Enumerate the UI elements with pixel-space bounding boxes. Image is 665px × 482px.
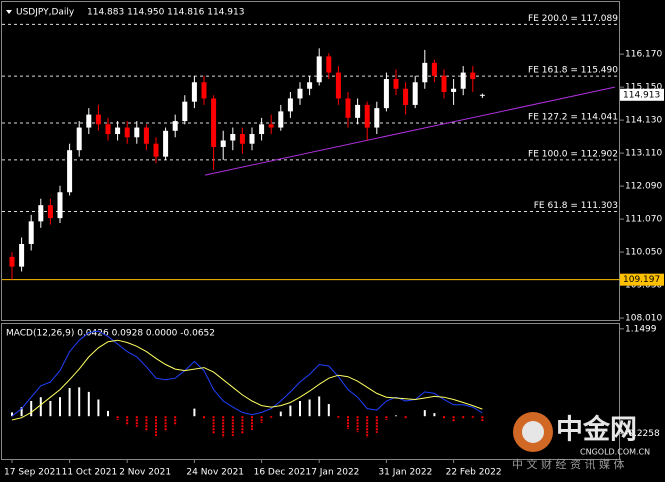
candle-body (9, 256, 15, 267)
slogan: 中 文 财 经 资 讯 媒 体 (512, 457, 624, 471)
macd-tick-label: -0.2258 (625, 429, 660, 439)
y-tick-label: 116.170 (625, 50, 662, 60)
fib-label: FE 127.2 = 114.041 (528, 112, 618, 122)
macd-line (11, 339, 483, 421)
candle-body (230, 134, 236, 141)
trendline (204, 86, 615, 176)
candle-body (86, 114, 92, 128)
candle-body (278, 111, 284, 128)
candle-body (307, 82, 313, 89)
candle-body (326, 56, 332, 73)
fib-label: FE 200.0 = 117.089 (528, 14, 618, 24)
candle-body (211, 98, 217, 147)
x-tick-label: 7 Jan 2022 (311, 468, 359, 478)
candle-body (124, 127, 130, 138)
candle-body (19, 243, 25, 267)
candle-body (431, 62, 437, 76)
candle-body (95, 114, 101, 125)
candle-body (287, 98, 293, 112)
fib-label: FE 161.8 = 115.490 (528, 66, 618, 76)
macd-tick-label: 1.1499 (625, 324, 657, 334)
x-tick-label: 16 Dec 2021 (254, 468, 312, 478)
current-price-label: 114.913 (623, 90, 660, 100)
candle-body (105, 124, 111, 135)
candle-body (479, 94, 485, 96)
menu-arrow (6, 10, 12, 14)
candle-body (470, 72, 476, 80)
y-tick-label: 113.110 (625, 149, 662, 159)
candle-body (134, 127, 140, 138)
candle-body (153, 143, 159, 157)
candle-body (393, 79, 399, 89)
candle-body (163, 130, 169, 157)
price-label: 109.197 (623, 275, 660, 285)
y-tick-label: 111.070 (625, 215, 662, 225)
candle-body (115, 127, 121, 135)
candle-body (249, 134, 255, 144)
main-panel-frame (1, 1, 620, 321)
macd-title: MACD(12,26,9) 0.0426 0.0928 0.0000 -0.06… (6, 329, 215, 339)
symbol: USDJPY,Daily (16, 8, 75, 18)
candle-body (383, 79, 389, 109)
candle-body (345, 98, 351, 118)
candle-body (259, 124, 265, 135)
candle-body (460, 72, 466, 89)
candle-body (172, 121, 178, 131)
candle-body (57, 192, 63, 219)
current-price-box (620, 88, 664, 101)
y-tick-label: 110.050 (625, 248, 662, 258)
y-tick-label: 114.130 (625, 116, 662, 126)
x-tick-label: 24 Nov 2021 (186, 468, 244, 478)
candle-body (355, 104, 361, 118)
candle-body (239, 134, 245, 144)
candle-body (182, 101, 188, 122)
site: CNGOLD.COM.CN (580, 448, 650, 457)
candle-body (441, 75, 447, 92)
macd-panel-frame (1, 323, 620, 460)
y-tick-label: 115.150 (625, 83, 662, 93)
x-tick-label: 11 Oct 2021 (62, 468, 118, 478)
logo-inner (522, 421, 544, 443)
candle-body (268, 124, 274, 128)
candle-body (374, 108, 380, 128)
candle-body (412, 82, 418, 105)
candle-body (201, 82, 207, 99)
candle-body (67, 150, 73, 193)
candle-body (335, 72, 341, 99)
fib-label: FE 61.8 = 111.303 (534, 201, 618, 211)
brand: 中金网 (556, 414, 637, 446)
header-ohlc: 114.883 114.950 114.816 114.913 (87, 8, 244, 18)
candle-body (191, 82, 197, 102)
x-tick-label: 31 Jan 2022 (378, 468, 432, 478)
candle-body (76, 127, 82, 151)
candle-body (316, 56, 322, 83)
candle-body (403, 88, 409, 105)
x-tick-label: 22 Feb 2022 (446, 468, 502, 478)
fib-label: FE 100.0 = 112.902 (528, 149, 618, 159)
y-tick-label: 108.010 (625, 314, 662, 324)
macd-line (11, 330, 483, 417)
x-tick-label: 2 Nov 2021 (119, 468, 171, 478)
candle-body (297, 88, 303, 99)
candle-body (422, 62, 428, 83)
x-tick-label: 17 Sep 2021 (4, 468, 61, 478)
price-label-box (620, 273, 664, 286)
watermark: 中金网 CNGOLD.COM.CN 中 文 财 经 资 讯 媒 体 (512, 412, 650, 471)
candle-body (28, 221, 34, 244)
candle-body (38, 205, 44, 222)
candle-body (220, 140, 226, 147)
candle-body (143, 127, 149, 144)
candle-body (451, 88, 457, 92)
candle-body (364, 104, 370, 128)
candle-body (47, 205, 53, 219)
y-tick-label: 112.090 (625, 182, 662, 192)
